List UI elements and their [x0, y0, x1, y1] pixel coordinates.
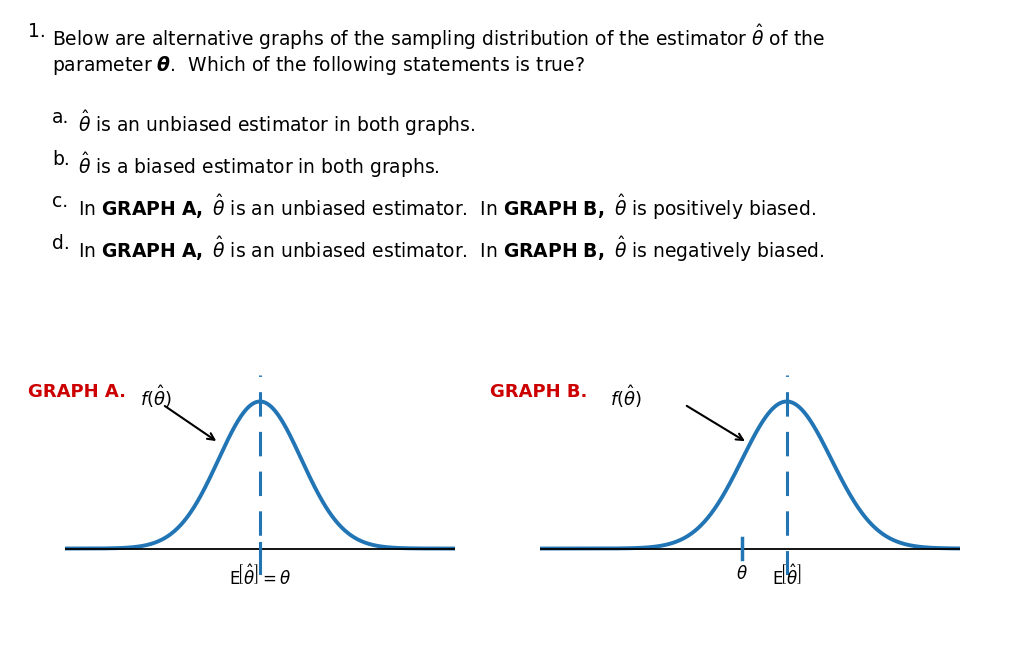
Text: GRAPH B.: GRAPH B. [490, 383, 588, 401]
Text: b.: b. [52, 150, 70, 169]
Text: $\mathrm{E}\!\left[\hat{\theta}\right]=\theta$: $\mathrm{E}\!\left[\hat{\theta}\right]=\… [228, 564, 292, 589]
Text: $\mathrm{E}\!\left[\hat{\theta}\right]$: $\mathrm{E}\!\left[\hat{\theta}\right]$ [772, 564, 802, 589]
Text: a.: a. [52, 108, 70, 127]
Text: GRAPH A.: GRAPH A. [28, 383, 126, 401]
Text: $\hat{\theta}$ is a biased estimator in both graphs.: $\hat{\theta}$ is a biased estimator in … [78, 150, 440, 180]
Text: $f(\hat{\theta})$: $f(\hat{\theta})$ [610, 383, 642, 410]
Text: Below are alternative graphs of the sampling distribution of the estimator $\hat: Below are alternative graphs of the samp… [52, 22, 824, 52]
Text: c.: c. [52, 192, 69, 211]
Text: 1.: 1. [28, 22, 46, 41]
Text: parameter $\boldsymbol{\theta}$.  Which of the following statements is true?: parameter $\boldsymbol{\theta}$. Which o… [52, 54, 585, 77]
Text: $\hat{\theta}$ is an unbiased estimator in both graphs.: $\hat{\theta}$ is an unbiased estimator … [78, 108, 475, 138]
Text: $f(\hat{\theta})$: $f(\hat{\theta})$ [140, 383, 172, 410]
Text: In $\mathbf{GRAPH\ A,}$ $\hat{\theta}$ is an unbiased estimator.  In $\mathbf{GR: In $\mathbf{GRAPH\ A,}$ $\hat{\theta}$ i… [78, 234, 824, 264]
Text: d.: d. [52, 234, 70, 253]
Text: $\theta$: $\theta$ [736, 564, 749, 583]
Text: In $\mathbf{GRAPH\ A,}$ $\hat{\theta}$ is an unbiased estimator.  In $\mathbf{GR: In $\mathbf{GRAPH\ A,}$ $\hat{\theta}$ i… [78, 192, 816, 222]
